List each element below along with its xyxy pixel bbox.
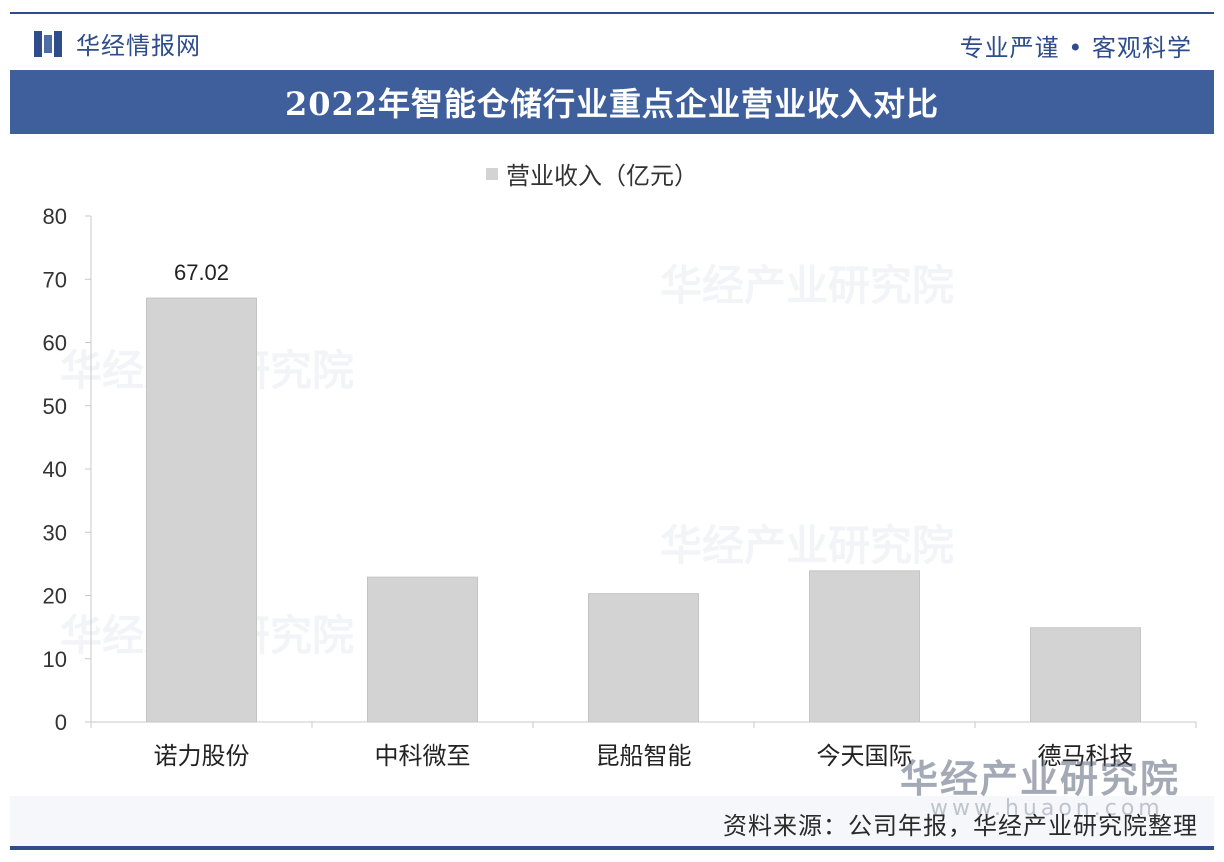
top-rule	[10, 12, 1214, 14]
motto: 专业严谨 • 客观科学	[959, 34, 1192, 62]
y-tick-label: 0	[55, 710, 67, 735]
bottom-rule	[10, 846, 1214, 850]
x-tick-label: 德马科技	[1038, 742, 1134, 770]
y-tick-label: 10	[43, 647, 67, 672]
watermark-text: 华经产业研究院	[660, 521, 954, 570]
brand-logo-icon	[34, 27, 64, 61]
y-tick-label: 60	[43, 331, 67, 356]
y-tick-label: 20	[43, 584, 67, 609]
y-tick-label: 40	[43, 457, 67, 482]
data-label: 67.02	[174, 260, 229, 285]
footer-band	[10, 796, 1214, 846]
legend-label: 营业收入（亿元）	[506, 162, 698, 190]
y-tick-label: 50	[43, 394, 67, 419]
bar	[1030, 627, 1141, 723]
bar	[367, 576, 478, 723]
y-tick-label: 80	[43, 204, 67, 229]
chart-title: 2022年智能仓储行业重点企业营业收入对比	[284, 85, 940, 123]
y-tick-label: 70	[43, 267, 67, 292]
bar	[146, 297, 257, 723]
y-tick-label: 30	[43, 520, 67, 545]
watermark-logo-text: 华经产业研究院	[900, 757, 1181, 801]
watermark-text: 华经产业研究院	[660, 261, 954, 310]
bar	[809, 570, 920, 723]
x-tick-label: 诺力股份	[154, 742, 250, 770]
bar	[588, 593, 699, 723]
title-bar: 2022年智能仓储行业重点企业营业收入对比	[10, 70, 1214, 134]
brand: 华经情报网	[34, 26, 201, 61]
watermark-url: www.huaon.com	[930, 796, 1164, 821]
x-tick-label: 昆船智能	[596, 742, 692, 770]
x-tick-label: 中科微至	[375, 742, 471, 770]
x-tick-label: 今天国际	[817, 742, 913, 770]
legend: 营业收入（亿元）	[486, 156, 698, 191]
source-note: 资料来源：公司年报，华经产业研究院整理	[723, 812, 1198, 840]
brand-name: 华经情报网	[76, 32, 201, 60]
legend-swatch	[486, 167, 498, 180]
